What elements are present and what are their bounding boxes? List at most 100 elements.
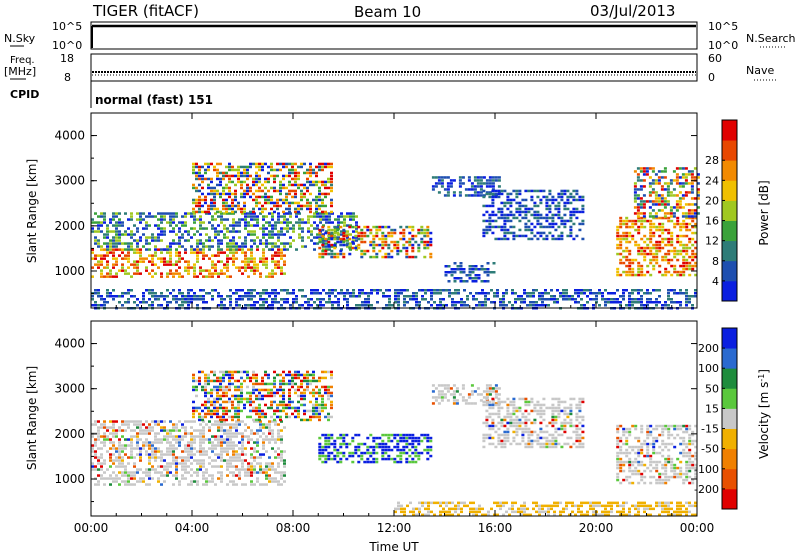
power-cell	[560, 219, 564, 223]
power-cell	[247, 248, 250, 251]
power-cell	[187, 239, 190, 242]
power-cell	[569, 228, 573, 232]
power-cell	[91, 257, 94, 260]
power-cell	[378, 228, 382, 232]
power-cell	[163, 263, 166, 266]
power-cell	[420, 225, 424, 229]
velocity-cell	[268, 426, 271, 429]
power-cell	[327, 234, 331, 238]
power-cell	[453, 277, 457, 280]
power-cell	[387, 255, 391, 259]
power-cell	[100, 272, 103, 275]
power-cell	[670, 234, 674, 238]
velocity-cell	[240, 370, 243, 374]
power-cell	[348, 246, 352, 250]
velocity-cell	[160, 456, 163, 459]
power-cell	[530, 213, 534, 217]
power-cell	[262, 227, 265, 230]
power-cell	[222, 174, 225, 178]
velocity-cell	[256, 462, 259, 465]
power-cell	[280, 221, 283, 224]
power-cell	[660, 203, 664, 206]
power-cell	[684, 167, 688, 170]
power-cell	[429, 255, 433, 259]
velocity-cell	[106, 438, 109, 441]
velocity-cell	[333, 448, 337, 452]
velocity-cell	[279, 409, 282, 413]
power-cell	[672, 179, 676, 182]
power-cell	[473, 194, 477, 197]
velocity-cell	[414, 448, 418, 452]
power-cell	[112, 298, 115, 301]
power-cell	[331, 221, 334, 224]
velocity-cell	[324, 436, 328, 440]
power-cell	[286, 292, 289, 295]
power-cell	[250, 215, 253, 218]
power-cell	[246, 171, 249, 175]
power-cell	[106, 236, 109, 239]
power-cell	[250, 295, 253, 298]
power-cell	[220, 298, 223, 301]
power-cell	[491, 210, 495, 214]
velocity-cell	[321, 370, 324, 374]
power-cell	[533, 225, 537, 229]
power-cell	[496, 289, 499, 292]
power-cell	[678, 203, 682, 206]
power-cell	[499, 304, 502, 307]
power-cell	[622, 222, 626, 226]
power-cell	[94, 292, 97, 295]
power-cell	[240, 165, 243, 169]
velocity-cell	[271, 429, 274, 432]
power-cell	[228, 195, 231, 199]
power-cell	[679, 228, 683, 232]
velocity-cell	[204, 403, 207, 407]
velocity-cell	[223, 423, 226, 426]
power-cell	[690, 212, 694, 215]
power-cell	[581, 204, 585, 208]
power-cell	[486, 271, 490, 274]
velocity-cell	[226, 441, 229, 444]
power-cell	[685, 252, 689, 256]
power-cell	[688, 301, 691, 304]
velocity-cell	[255, 376, 258, 380]
velocity-cell	[184, 459, 187, 462]
power-cell	[97, 304, 100, 307]
power-cell	[631, 270, 635, 274]
power-cell	[306, 189, 309, 193]
power-cell	[381, 246, 385, 250]
power-cell	[247, 289, 250, 292]
power-cell	[276, 198, 279, 202]
power-cell	[118, 221, 121, 224]
velocity-cell	[253, 471, 256, 474]
power-cell	[405, 246, 409, 250]
power-cell	[109, 221, 112, 224]
power-cell	[253, 295, 256, 298]
velocity-cell	[228, 379, 231, 383]
velocity-cell	[229, 462, 232, 465]
power-cell	[479, 191, 483, 194]
power-cell	[231, 210, 234, 214]
power-cell	[271, 269, 274, 272]
power-cell	[208, 275, 211, 278]
velocity-cell	[240, 394, 243, 398]
power-cell	[482, 182, 486, 185]
velocity-cell	[280, 450, 283, 453]
power-cell	[250, 224, 253, 227]
velocity-cell	[190, 468, 193, 471]
velocity-cell	[277, 480, 280, 483]
velocity-cell	[268, 465, 271, 468]
velocity-cell	[232, 450, 235, 453]
velocity-cell	[220, 459, 223, 462]
power-cell	[241, 289, 244, 292]
velocity-cell	[270, 403, 273, 407]
velocity-cell	[303, 412, 306, 416]
velocity-cell	[192, 388, 195, 392]
power-cell	[382, 295, 385, 298]
power-cell	[633, 197, 637, 200]
velocity-cell	[360, 442, 364, 446]
power-cell	[247, 295, 250, 298]
velocity-cell	[381, 433, 385, 437]
velocity-cell	[252, 391, 255, 395]
power-cell	[262, 236, 265, 239]
power-cell	[610, 298, 613, 301]
